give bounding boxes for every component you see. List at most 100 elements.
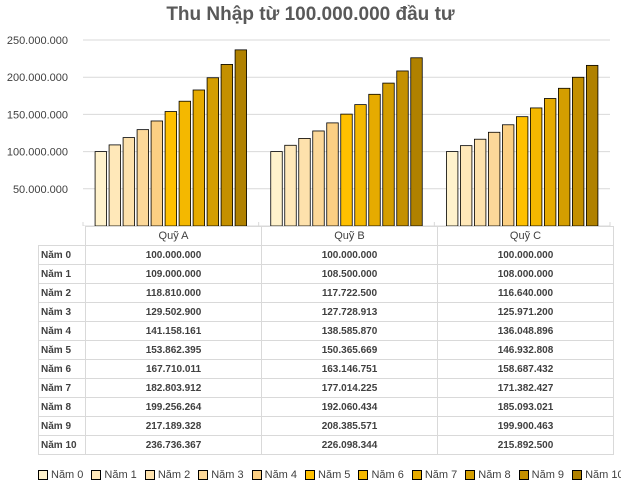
table-cell: 236.736.367 bbox=[85, 435, 262, 455]
table-cell: 215.892.500 bbox=[437, 435, 614, 455]
table-cell: 100.000.000 bbox=[261, 245, 438, 265]
bar bbox=[340, 113, 353, 226]
column-header: Quỹ B bbox=[261, 226, 438, 246]
bar bbox=[108, 144, 121, 226]
bar bbox=[150, 120, 163, 226]
y-tick-label: 250.000.000 bbox=[7, 35, 68, 47]
bar-chart: - 50.000.000 100.000.000 150.000.000 200.000… bbox=[7, 35, 611, 226]
bar bbox=[206, 77, 219, 226]
bar bbox=[298, 138, 311, 226]
table-cell: 217.189.328 bbox=[85, 416, 262, 436]
legend-swatch bbox=[465, 470, 476, 480]
row-header: Năm 9 bbox=[38, 416, 86, 436]
legend-swatch bbox=[358, 470, 369, 480]
legend-item: Năm 2 bbox=[144, 469, 191, 481]
bar bbox=[164, 111, 177, 226]
bar bbox=[396, 70, 409, 226]
row-header: Năm 1 bbox=[38, 264, 86, 284]
row-header: Năm 0 bbox=[38, 245, 86, 265]
table-cell: 141.158.161 bbox=[85, 321, 262, 341]
y-tick-label: 200.000.000 bbox=[7, 72, 68, 84]
table-cell: 100.000.000 bbox=[437, 245, 614, 265]
row-header: Năm 8 bbox=[38, 397, 86, 417]
bar bbox=[544, 98, 557, 226]
table-cell: 116.640.000 bbox=[437, 283, 614, 303]
legend-swatch bbox=[198, 470, 209, 480]
legend-item: Năm 5 bbox=[305, 469, 350, 481]
bar bbox=[354, 104, 367, 226]
bar bbox=[410, 57, 423, 226]
legend: Năm 0 Năm 1 Năm 2 Năm 3 Năm 4 Năm 5 Năm 6 Năm 7… bbox=[38, 469, 621, 481]
bar bbox=[586, 64, 599, 226]
table-row: Năm 10 236.736.367 226.098.344 215.892.500 bbox=[38, 435, 614, 455]
table-cell: 150.365.669 bbox=[261, 340, 438, 360]
bar bbox=[530, 107, 543, 226]
row-header: Năm 5 bbox=[38, 340, 86, 360]
y-tick-label: 100.000.000 bbox=[7, 147, 68, 159]
table-cell: 108.000.000 bbox=[437, 264, 614, 284]
column-header: Quỹ C bbox=[437, 226, 614, 246]
legend-label: Năm 4 bbox=[264, 469, 298, 481]
table-header-row: Quỹ A Quỹ B Quỹ C bbox=[38, 226, 614, 246]
table-cell: 177.014.225 bbox=[261, 378, 438, 398]
row-header: Năm 2 bbox=[38, 283, 86, 303]
table-cell: 136.048.896 bbox=[437, 321, 614, 341]
bar bbox=[368, 93, 381, 226]
table-cell: 199.256.264 bbox=[85, 397, 262, 417]
table-cell: 138.585.870 bbox=[261, 321, 438, 341]
table-cell: 153.862.395 bbox=[85, 340, 262, 360]
legend-label: Năm 7 bbox=[424, 469, 458, 481]
legend-item: Năm 9 bbox=[518, 469, 565, 481]
bar bbox=[572, 76, 585, 226]
table-cell: 118.810.000 bbox=[85, 283, 262, 303]
table-cell: 100.000.000 bbox=[85, 245, 262, 265]
table-cell: 226.098.344 bbox=[261, 435, 438, 455]
row-header: Năm 4 bbox=[38, 321, 86, 341]
bar bbox=[516, 116, 529, 226]
row-header: Năm 10 bbox=[38, 435, 86, 455]
legend-label: Năm 2 bbox=[157, 469, 191, 481]
table-row: Năm 7 182.803.912 177.014.225 171.382.427 bbox=[38, 378, 614, 398]
table-cell: 167.710.011 bbox=[85, 359, 262, 379]
legend-label: Năm 9 bbox=[531, 469, 565, 481]
legend-label: Năm 5 bbox=[318, 469, 351, 481]
legend-label: Năm 6 bbox=[371, 469, 404, 481]
bar bbox=[192, 89, 205, 226]
legend-swatch bbox=[38, 470, 48, 480]
table-cell: 158.687.432 bbox=[437, 359, 614, 379]
table-row: Năm 9 217.189.328 208.385.571 199.900.463 bbox=[38, 416, 614, 436]
y-tick-label: 150.000.000 bbox=[7, 109, 68, 121]
bar bbox=[474, 138, 487, 226]
table-row: Năm 6 167.710.011 163.146.751 158.687.432 bbox=[38, 359, 614, 379]
table-cell: 127.728.913 bbox=[261, 302, 438, 322]
table-cell: 108.500.000 bbox=[261, 264, 438, 284]
legend-item: Năm 10 bbox=[572, 469, 621, 481]
bar bbox=[122, 137, 135, 226]
table-row: Năm 5 153.862.395 150.365.669 146.932.808 bbox=[38, 340, 614, 360]
legend-swatch bbox=[411, 470, 422, 480]
table-cell: 129.502.900 bbox=[85, 302, 262, 322]
legend-item: Năm 6 bbox=[358, 469, 404, 481]
legend-swatch bbox=[91, 470, 102, 480]
table-cell: 182.803.912 bbox=[85, 378, 262, 398]
table-cell: 185.093.021 bbox=[437, 397, 614, 417]
bar bbox=[460, 145, 473, 226]
bar bbox=[382, 82, 395, 226]
legend-item: Năm 3 bbox=[198, 469, 244, 481]
bar bbox=[312, 130, 325, 226]
table-row: Năm 8 199.256.264 192.060.434 185.093.021 bbox=[38, 397, 614, 417]
table-cell: 117.722.500 bbox=[261, 283, 438, 303]
bar bbox=[446, 151, 459, 226]
y-tick-label: 50.000.000 bbox=[13, 184, 68, 196]
data-table: Quỹ A Quỹ B Quỹ C Năm 0 100.000.000 100.00… bbox=[38, 226, 614, 455]
table-row: Năm 2 118.810.000 117.722.500 116.640.000 bbox=[38, 283, 614, 303]
bar bbox=[178, 100, 191, 226]
table-cell: 199.900.463 bbox=[437, 416, 614, 436]
table-cell: 208.385.571 bbox=[261, 416, 438, 436]
column-header: Quỹ A bbox=[85, 226, 262, 246]
legend-label: Năm 1 bbox=[104, 469, 137, 481]
chart-title: Thu Nhập từ 100.000.000 đầu tư bbox=[166, 4, 455, 25]
legend-label: Năm 3 bbox=[211, 469, 244, 481]
table-cell: 192.060.434 bbox=[261, 397, 438, 417]
row-header: Năm 7 bbox=[38, 378, 86, 398]
